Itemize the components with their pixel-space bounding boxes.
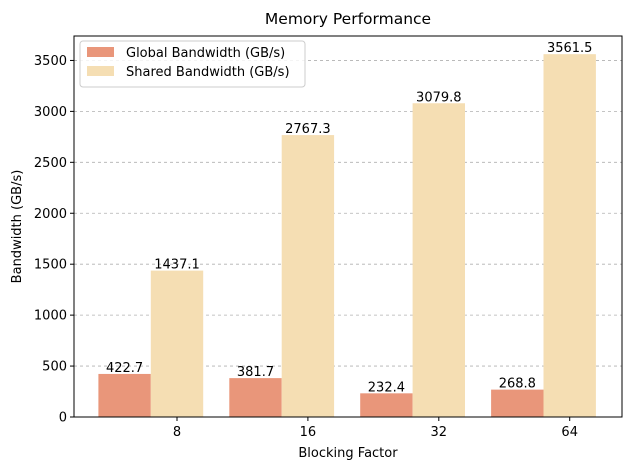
axes-frame — [73, 35, 623, 418]
bar-global-64 — [491, 389, 544, 417]
y-tick-label: 500 — [42, 360, 67, 375]
bar-value-label: 3561.5 — [547, 41, 593, 56]
legend-label: Global Bandwidth (GB/s) — [126, 46, 285, 61]
x-axis-label: Blocking Factor — [298, 446, 398, 461]
bar-shared-64 — [543, 54, 596, 418]
y-tick-label: 2000 — [34, 207, 67, 222]
bar-value-label: 381.7 — [237, 365, 274, 380]
bar-global-8 — [98, 373, 151, 417]
x-axis-ticks: 8 16 32 64 — [173, 417, 578, 440]
bar-value-label: 1437.1 — [154, 258, 200, 273]
bar-value-label: 422.7 — [106, 361, 143, 376]
bar-shared-16 — [281, 135, 335, 417]
bar-global-32 — [360, 393, 413, 417]
y-tick-label: 0 — [59, 411, 67, 426]
bar-value-label: 232.4 — [368, 380, 405, 395]
y-tick-label: 1000 — [34, 309, 67, 324]
legend: Global Bandwidth (GB/s) Shared Bandwidth … — [79, 40, 306, 88]
bar-shared-32 — [412, 103, 465, 417]
bar-shared-8 — [150, 270, 204, 417]
bar-value-labels: 422.7 1437.1 381.7 2767.3 232.4 3079.8 268.8 35… — [106, 41, 592, 395]
legend-swatch — [87, 66, 114, 76]
y-tick-label: 3000 — [34, 105, 67, 120]
bar-value-label: 2767.3 — [285, 122, 331, 137]
y-tick-label: 3500 — [34, 54, 67, 69]
bar-global-16 — [229, 378, 282, 417]
bar-value-label: 3079.8 — [416, 90, 462, 105]
y-axis-label: Bandwidth (GB/s) — [10, 170, 25, 284]
chart-title: Memory Performance — [265, 10, 431, 28]
legend-box — [79, 40, 306, 88]
x-tick-label: 64 — [561, 425, 578, 440]
legend-label: Shared Bandwidth (GB/s) — [126, 65, 290, 80]
legend-swatch — [87, 47, 114, 57]
y-tick-label: 1500 — [34, 258, 67, 273]
x-tick-label: 32 — [431, 425, 448, 440]
bars — [98, 54, 596, 418]
bar-value-label: 268.8 — [499, 377, 536, 392]
x-tick-label: 16 — [300, 425, 317, 440]
y-axis-ticks: 0 500 1000 1500 2000 2500 3000 3500 — [34, 54, 74, 426]
y-tick-label: 2500 — [34, 156, 67, 171]
x-tick-label: 8 — [173, 425, 181, 440]
